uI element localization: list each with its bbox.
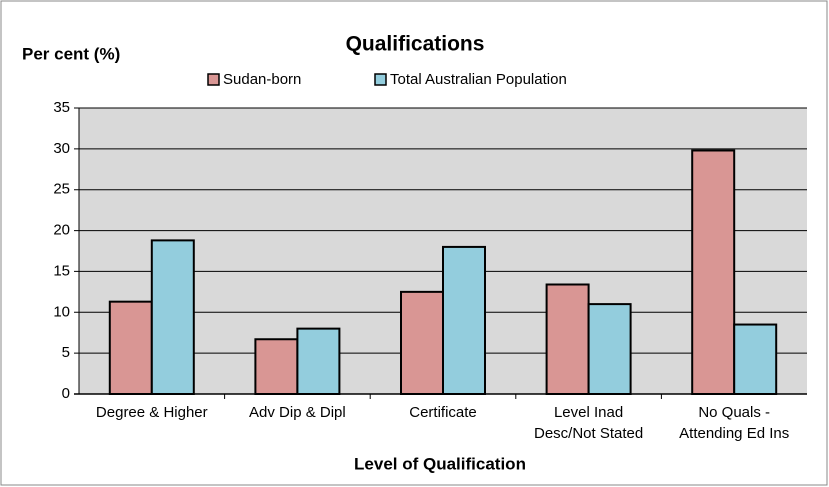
- bar: [587, 303, 632, 395]
- legend-swatch: [374, 73, 387, 86]
- bar: [108, 300, 153, 396]
- bar: [733, 323, 778, 395]
- bar: [254, 338, 299, 396]
- legend-swatch: [207, 73, 220, 86]
- x-tick-label: Certificate: [409, 404, 477, 421]
- bar: [296, 327, 341, 395]
- bar: [691, 149, 736, 395]
- x-tick-label: Adv Dip & Dipl: [249, 404, 346, 421]
- bar: [442, 245, 486, 395]
- y-tick-label: 20: [53, 222, 70, 239]
- bar: [150, 239, 195, 395]
- x-axis-title: Level of Qualification: [354, 454, 526, 473]
- legend-label: Sudan-born: [223, 71, 301, 88]
- y-tick-label: 5: [62, 344, 70, 361]
- x-tick-label: No Quals - Attending Ed Ins: [679, 404, 790, 442]
- y-tick-label: 10: [53, 303, 70, 320]
- bar: [545, 283, 590, 396]
- y-tick-label: 30: [53, 140, 70, 157]
- y-tick-label: 25: [53, 181, 70, 198]
- chart-title: Qualifications: [346, 33, 485, 56]
- x-tick-label: Degree & Higher: [95, 404, 208, 421]
- y-tick-label: 0: [62, 385, 70, 402]
- bar: [400, 290, 444, 396]
- y-tick-label: 15: [53, 262, 70, 279]
- legend-label: Total Australian Population: [390, 71, 567, 88]
- y-axis-title: Per cent (%): [22, 44, 120, 63]
- x-tick-label: Level Inad Desc/Not Stated: [533, 404, 644, 442]
- y-tick-label: 35: [53, 99, 70, 116]
